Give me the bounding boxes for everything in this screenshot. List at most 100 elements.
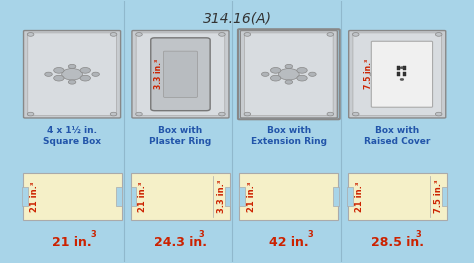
Circle shape [153, 72, 161, 76]
FancyBboxPatch shape [240, 31, 337, 118]
Circle shape [405, 68, 416, 73]
Circle shape [379, 75, 389, 81]
FancyBboxPatch shape [23, 173, 121, 220]
Circle shape [162, 75, 173, 81]
FancyBboxPatch shape [239, 173, 338, 220]
Circle shape [327, 112, 334, 116]
Circle shape [436, 112, 442, 116]
Circle shape [285, 64, 292, 69]
Circle shape [309, 72, 316, 76]
Circle shape [219, 33, 225, 36]
Text: 3.3 in.³: 3.3 in.³ [217, 180, 226, 213]
Text: 3: 3 [91, 230, 96, 239]
Circle shape [80, 68, 91, 73]
FancyBboxPatch shape [132, 31, 229, 118]
Circle shape [27, 112, 34, 116]
Circle shape [219, 112, 225, 116]
FancyBboxPatch shape [28, 33, 117, 116]
FancyBboxPatch shape [24, 31, 120, 118]
FancyBboxPatch shape [349, 31, 446, 118]
FancyBboxPatch shape [151, 38, 210, 111]
Circle shape [400, 78, 404, 80]
Text: 28.5 in.: 28.5 in. [371, 236, 424, 249]
Circle shape [262, 72, 269, 76]
Bar [130, 187, 136, 206]
Bar [347, 187, 353, 206]
Circle shape [244, 33, 251, 36]
Text: 21 in.³: 21 in.³ [138, 181, 147, 212]
Circle shape [353, 33, 359, 36]
Circle shape [200, 72, 208, 76]
Circle shape [92, 72, 100, 76]
Circle shape [170, 69, 191, 80]
FancyBboxPatch shape [348, 173, 447, 220]
FancyBboxPatch shape [245, 33, 333, 116]
Circle shape [327, 33, 334, 36]
FancyBboxPatch shape [371, 41, 433, 107]
Text: 314.16(A): 314.16(A) [202, 12, 272, 26]
Text: 21 in.: 21 in. [52, 236, 92, 249]
Text: 7.5 in.³: 7.5 in.³ [365, 59, 374, 89]
Text: 24.3 in.: 24.3 in. [154, 236, 207, 249]
Text: 7.5 in.³: 7.5 in.³ [434, 180, 443, 213]
Circle shape [27, 33, 34, 36]
Circle shape [271, 75, 281, 81]
Circle shape [417, 72, 425, 76]
Circle shape [68, 80, 76, 84]
Circle shape [68, 64, 76, 69]
Circle shape [393, 80, 401, 84]
Bar [397, 66, 400, 70]
Bar [239, 187, 245, 206]
FancyBboxPatch shape [353, 33, 441, 116]
Circle shape [271, 68, 281, 73]
Circle shape [136, 112, 142, 116]
Circle shape [285, 80, 292, 84]
Circle shape [110, 33, 117, 36]
Bar [403, 66, 406, 70]
Circle shape [436, 33, 442, 36]
Bar [333, 187, 339, 206]
Circle shape [278, 69, 299, 80]
Circle shape [379, 68, 389, 73]
Circle shape [189, 75, 199, 81]
Text: 4 x 1½ in.
Square Box: 4 x 1½ in. Square Box [43, 126, 101, 146]
Circle shape [80, 75, 91, 81]
Text: 21 in.³: 21 in.³ [355, 181, 364, 212]
Bar [441, 187, 447, 206]
Circle shape [62, 69, 82, 80]
Bar [117, 187, 122, 206]
Circle shape [162, 68, 173, 73]
Text: 21 in.³: 21 in.³ [246, 181, 255, 212]
Circle shape [387, 69, 408, 80]
Text: Box with
Plaster Ring: Box with Plaster Ring [149, 126, 211, 146]
Text: 3.3 in.³: 3.3 in.³ [154, 59, 163, 89]
Text: 3: 3 [416, 230, 421, 239]
Text: Box with
Raised Cover: Box with Raised Cover [364, 126, 430, 146]
Text: 42 in.: 42 in. [269, 236, 309, 249]
Bar [403, 72, 406, 75]
Circle shape [244, 112, 251, 116]
Bar [225, 187, 230, 206]
FancyBboxPatch shape [164, 51, 197, 97]
Circle shape [177, 64, 184, 69]
Circle shape [177, 80, 184, 84]
Circle shape [45, 72, 52, 76]
Circle shape [393, 64, 401, 69]
FancyBboxPatch shape [131, 173, 230, 220]
Text: 3: 3 [307, 230, 313, 239]
Circle shape [400, 67, 404, 69]
Circle shape [297, 68, 307, 73]
Text: Box with
Extension Ring: Box with Extension Ring [251, 126, 327, 146]
Circle shape [189, 68, 199, 73]
Circle shape [297, 75, 307, 81]
Circle shape [405, 75, 416, 81]
Text: 3: 3 [199, 230, 205, 239]
Bar [397, 72, 400, 75]
Circle shape [110, 112, 117, 116]
Circle shape [353, 112, 359, 116]
Circle shape [370, 72, 377, 76]
Text: 21 in.³: 21 in.³ [30, 181, 39, 212]
FancyBboxPatch shape [136, 33, 225, 116]
Bar [22, 187, 28, 206]
Circle shape [136, 33, 142, 36]
